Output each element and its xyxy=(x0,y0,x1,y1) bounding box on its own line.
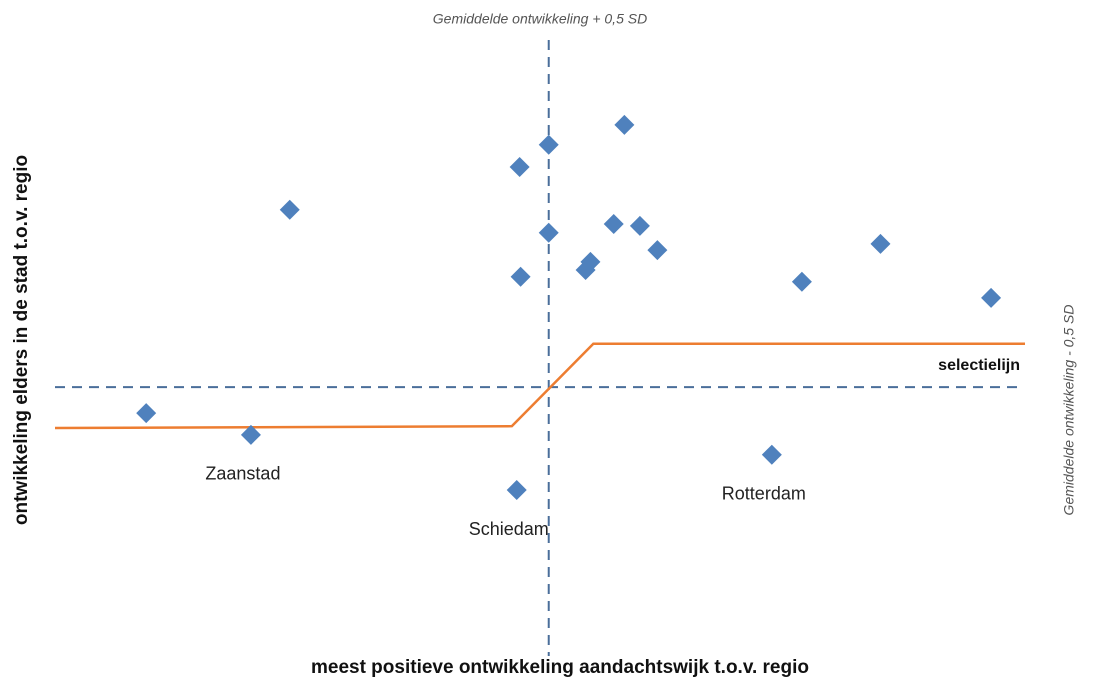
point xyxy=(575,259,596,280)
y-axis-label: ontwikkeling elders in de stad t.o.v. re… xyxy=(11,155,32,525)
line-label: selectielijn xyxy=(938,357,1020,374)
point xyxy=(614,114,635,135)
point xyxy=(240,424,261,445)
point xyxy=(629,215,650,236)
point xyxy=(279,199,300,220)
point xyxy=(761,444,782,465)
point xyxy=(538,134,559,155)
point xyxy=(981,287,1002,308)
point-label: Zaanstad xyxy=(205,464,280,484)
point xyxy=(136,403,157,424)
selection-line xyxy=(54,342,1025,430)
point xyxy=(647,240,668,261)
point-label: Rotterdam xyxy=(722,483,806,503)
x-axis-label: meest positieve ontwikkeling aandachtswi… xyxy=(311,657,809,678)
point xyxy=(510,266,531,287)
reference-label: Gemiddelde ontwikkeling + 0,5 SD xyxy=(433,11,647,27)
point xyxy=(791,271,812,292)
point xyxy=(509,157,530,178)
point xyxy=(538,222,559,243)
point xyxy=(870,233,891,254)
reference-label: Gemiddelde ontwikkeling - 0,5 SD xyxy=(1061,305,1077,516)
point xyxy=(603,214,624,235)
point xyxy=(506,480,527,501)
point-label: Schiedam xyxy=(469,519,549,539)
